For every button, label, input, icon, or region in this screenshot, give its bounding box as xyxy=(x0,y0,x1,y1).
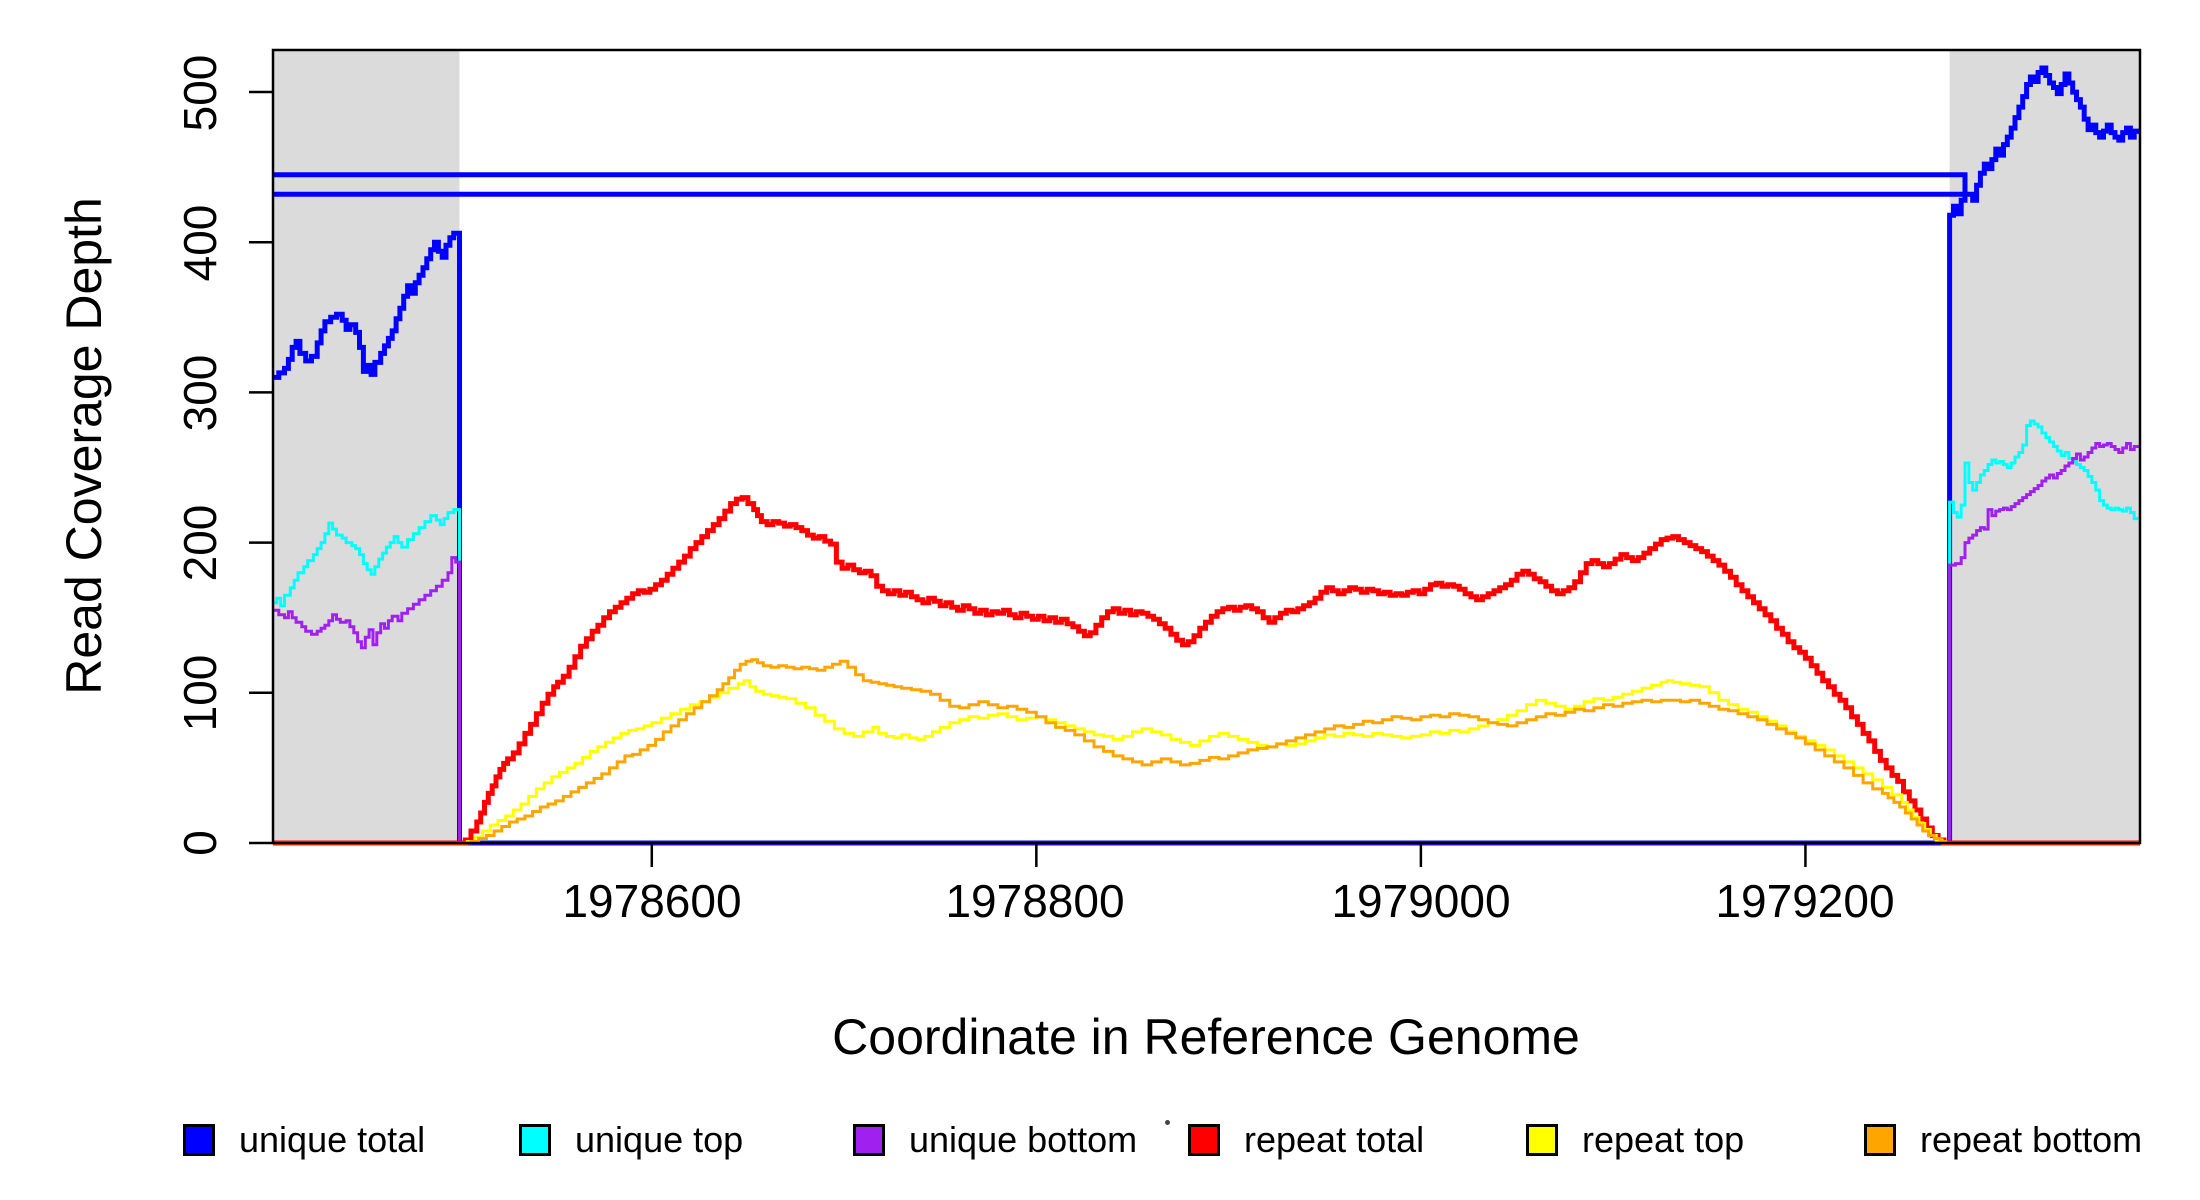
series-line-unique-top xyxy=(273,419,2141,845)
unique-bottom-swatch-icon xyxy=(853,1124,885,1156)
series-line-repeat-top xyxy=(273,679,2140,845)
x-tick-label-1979200: 1979200 xyxy=(1715,875,1895,927)
y-tick-label-0: 0 xyxy=(174,830,226,856)
shaded-region-0 xyxy=(273,50,460,843)
series-line-unique-total xyxy=(272,65,2141,846)
series-line-repeat-bottom xyxy=(273,658,2140,845)
y-tick-label-200: 200 xyxy=(174,504,226,582)
unique-total-swatch-icon xyxy=(183,1124,215,1156)
legend-item-unique-top: unique top xyxy=(519,1112,743,1168)
y-tick-label-500: 500 xyxy=(174,54,226,132)
x-tick-label-1979000: 1979000 xyxy=(1331,875,1511,927)
legend-item-repeat-total: repeat total xyxy=(1188,1112,1424,1168)
repeat-total-swatch-icon xyxy=(1188,1124,1220,1156)
repeat-top-swatch-icon xyxy=(1526,1124,1558,1156)
legend-item-unique-bottom: unique bottom xyxy=(853,1112,1137,1168)
legend-label: repeat bottom xyxy=(1920,1119,2143,1160)
unique-top-swatch-icon xyxy=(519,1124,551,1156)
legend-item-repeat-top: repeat top xyxy=(1526,1112,1744,1168)
legend-label: unique bottom xyxy=(909,1119,1138,1160)
y-tick-label-300: 300 xyxy=(174,354,226,432)
repeat-bottom-swatch-icon xyxy=(1864,1124,1896,1156)
series-line-repeat-total xyxy=(273,495,2140,846)
x-tick-label-1978600: 1978600 xyxy=(562,875,742,927)
legend-label: unique total xyxy=(239,1119,426,1160)
legend-label: unique top xyxy=(575,1119,744,1160)
plot-frame xyxy=(271,48,2142,845)
y-tick-label-400: 400 xyxy=(174,204,226,282)
series-line-unique-bottom xyxy=(273,442,2141,845)
y-axis-title: Read Coverage Depth xyxy=(56,197,112,695)
stray-dot-mark xyxy=(1165,1120,1170,1125)
legend-item-unique-total: unique total xyxy=(183,1112,425,1168)
x-tick-label-1978800: 1978800 xyxy=(945,875,1125,927)
x-axis-title: Coordinate in Reference Genome xyxy=(832,1009,1580,1065)
legend-item-repeat-bottom: repeat bottom xyxy=(1864,1112,2142,1168)
y-tick-label-100: 100 xyxy=(174,654,226,732)
legend-label: repeat top xyxy=(1582,1119,1745,1160)
legend-label: repeat total xyxy=(1244,1119,1425,1160)
